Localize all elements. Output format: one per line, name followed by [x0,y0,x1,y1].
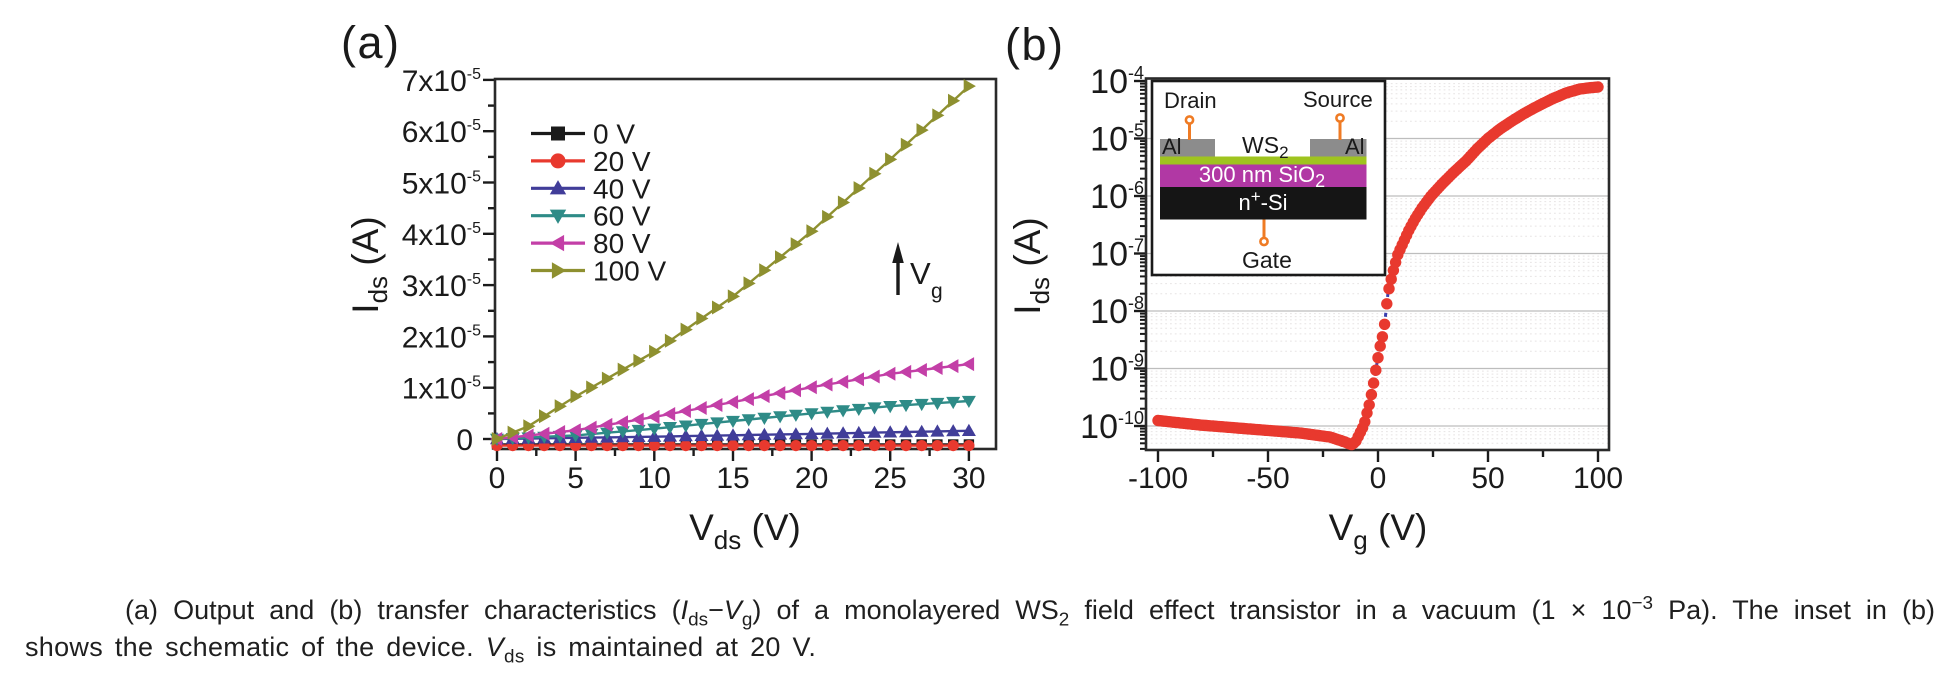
svg-text:(b): (b) [1005,19,1065,70]
svg-text:(a): (a) [341,17,401,68]
svg-text:6x10-5: 6x10-5 [402,116,481,149]
svg-text:n+-Si: n+-Si [1238,187,1287,215]
svg-text:1x10-5: 1x10-5 [402,373,481,406]
svg-text:10-8: 10-8 [1090,293,1144,331]
svg-text:7x10-5: 7x10-5 [402,65,481,98]
svg-text:10-7: 10-7 [1090,236,1144,274]
svg-text:10-4: 10-4 [1090,63,1144,101]
svg-text:0: 0 [456,424,473,457]
svg-text:Vds (V): Vds (V) [689,507,801,555]
svg-text:-100: -100 [1128,462,1188,495]
svg-text:Al: Al [1345,134,1365,159]
svg-text:4x10-5: 4x10-5 [402,219,481,252]
svg-text:300 nm SiO2: 300 nm SiO2 [1199,162,1325,191]
svg-text:80 V: 80 V [593,228,651,259]
svg-text:Ids (A): Ids (A) [1007,217,1055,314]
svg-text:100: 100 [1573,462,1623,495]
svg-text:60 V: 60 V [593,201,651,232]
svg-text:3x10-5: 3x10-5 [402,270,481,303]
svg-text:Vg (V): Vg (V) [1329,507,1428,555]
svg-text:2x10-5: 2x10-5 [402,321,481,354]
svg-text:V: V [910,256,931,291]
svg-text:5x10-5: 5x10-5 [402,168,481,201]
svg-text:10: 10 [638,462,671,495]
svg-text:g: g [931,280,943,303]
svg-text:0 V: 0 V [593,119,635,150]
svg-text:0: 0 [489,462,506,495]
svg-text:25: 25 [874,462,907,495]
svg-text:10-6: 10-6 [1090,178,1144,216]
svg-text:-50: -50 [1246,462,1289,495]
svg-text:15: 15 [716,462,749,495]
svg-text:10-9: 10-9 [1090,351,1144,389]
svg-text:100 V: 100 V [593,256,666,287]
svg-text:10-10: 10-10 [1080,408,1144,446]
svg-text:Ids (A): Ids (A) [345,216,393,313]
svg-text:5: 5 [567,462,584,495]
svg-text:Gate: Gate [1242,247,1292,273]
svg-text:Drain: Drain [1164,88,1217,113]
svg-text:0: 0 [1370,462,1387,495]
svg-text:Source: Source [1303,87,1373,112]
svg-text:40 V: 40 V [593,173,651,204]
svg-text:50: 50 [1471,462,1504,495]
svg-text:10-5: 10-5 [1090,121,1144,159]
svg-text:Al: Al [1162,134,1182,159]
svg-text:30: 30 [952,462,985,495]
svg-text:20 V: 20 V [593,146,651,177]
svg-text:20: 20 [795,462,828,495]
